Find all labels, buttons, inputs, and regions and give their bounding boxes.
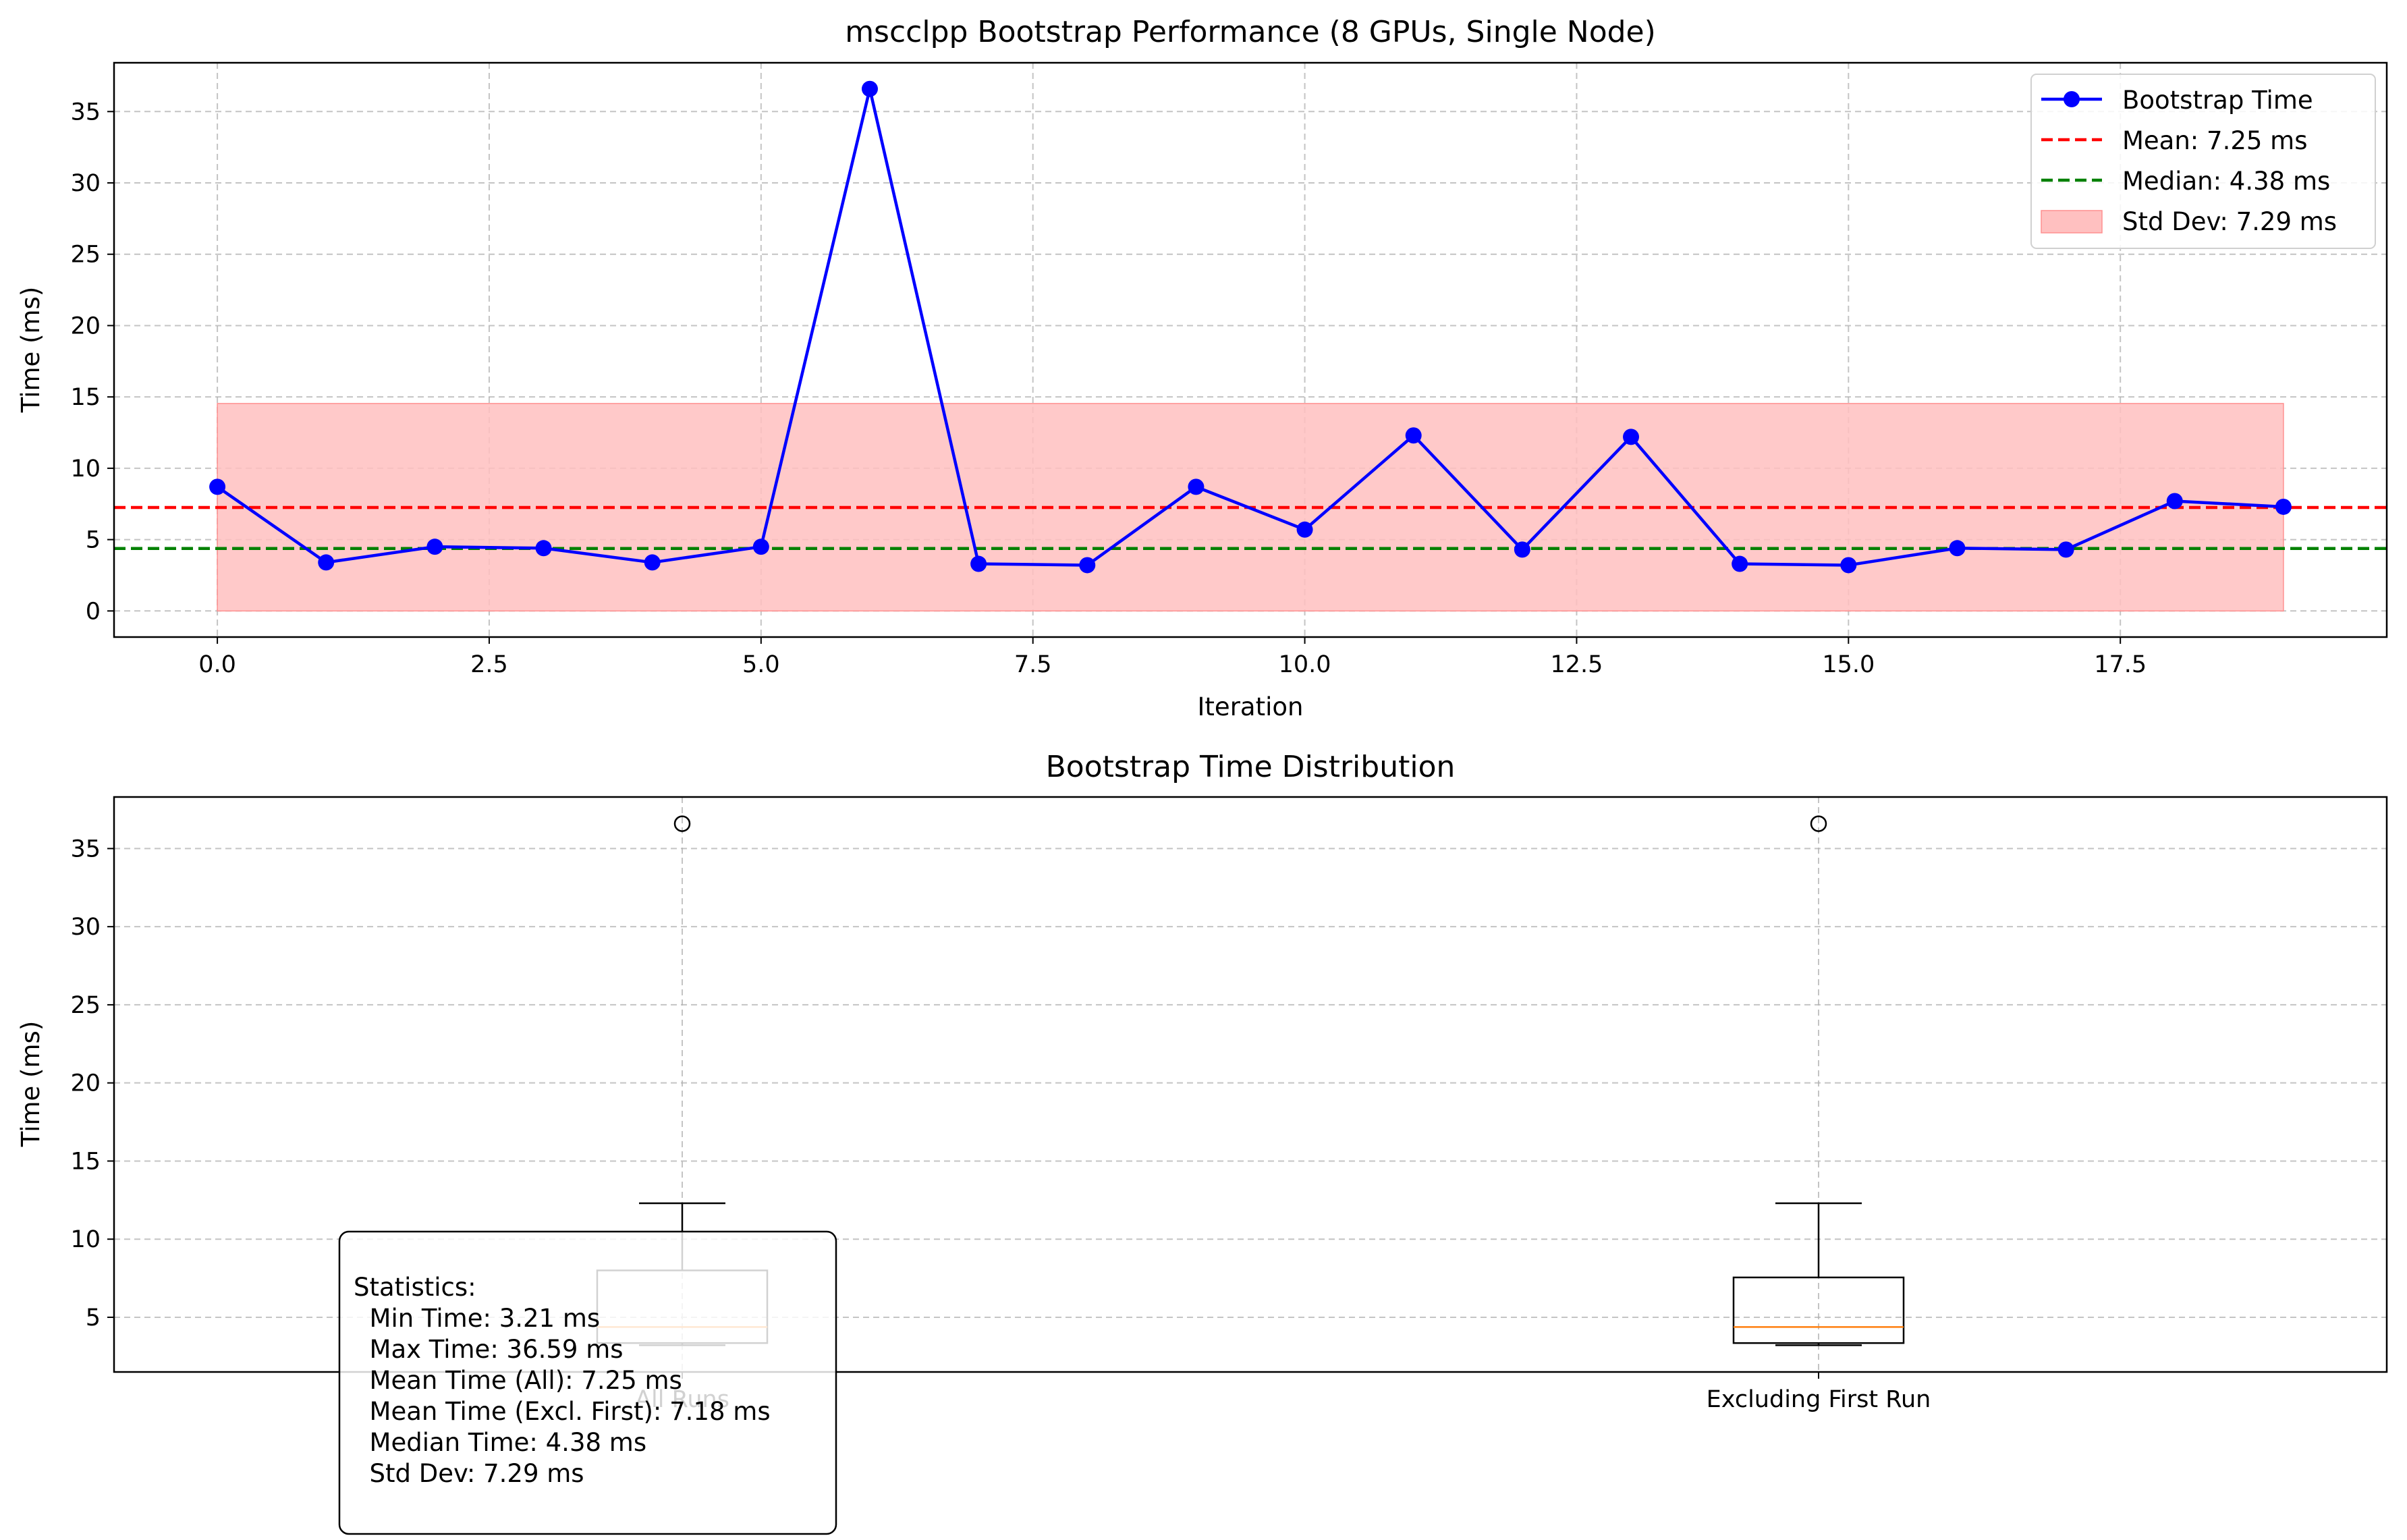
statistics-line: Median Time: 4.38 ms (354, 1428, 646, 1457)
y-tick-label: 35 (70, 99, 101, 126)
legend-frame (2030, 74, 2376, 249)
data-point (1732, 555, 1748, 572)
x-tick-label: 7.5 (1014, 651, 1052, 678)
legend-marker-bootstrap (2064, 91, 2080, 107)
y-tick-label: 10 (70, 1226, 101, 1253)
data-point (861, 80, 878, 97)
data-point (2275, 498, 2292, 515)
x-tick-label: 12.5 (1550, 651, 1603, 678)
data-point (752, 539, 769, 555)
data-point (1079, 557, 1096, 574)
data-point (2057, 541, 2074, 558)
x-tick-label: 10.0 (1279, 651, 1331, 678)
statistics-line: Mean Time (All): 7.25 ms (354, 1366, 682, 1395)
y-tick-label: 20 (70, 1070, 101, 1097)
y-tick-label: 35 (70, 835, 101, 862)
data-point (1405, 427, 1422, 444)
series-bootstrap-time (209, 80, 2292, 574)
statistics-box: Statistics: Min Time: 3.21 ms Max Time: … (338, 1230, 837, 1535)
data-point (318, 554, 335, 571)
y-tick-label: 30 (70, 170, 101, 197)
y-tick-label: 15 (70, 1148, 101, 1175)
y-tick-label: 25 (70, 992, 101, 1019)
box-chart: Bootstrap Time Distribution All RunsExcl… (16, 750, 2388, 1535)
legend: Bootstrap Time Mean: 7.25 ms Median: 4.3… (2030, 74, 2376, 249)
statistics-line: Max Time: 36.59 ms (354, 1335, 624, 1364)
y-tick-label: 15 (70, 384, 101, 411)
data-point (2166, 493, 2183, 510)
y-axis-ticks: 0 5 10 15 20 25 30 35 (70, 99, 114, 625)
statistics-line: Mean Time (Excl. First): 7.18 ms (354, 1397, 771, 1426)
y-tick-label: 5 (86, 527, 101, 554)
data-point (970, 555, 987, 572)
legend-label-bootstrap: Bootstrap Time (2122, 86, 2313, 115)
plot-frame (113, 61, 2388, 638)
y-tick-label: 25 (70, 242, 101, 269)
x-axis-label: Iteration (1198, 692, 1304, 721)
x-axis-ticks: 0.0 2.5 5.0 7.5 10.0 12.5 15.0 17.5 (198, 637, 2147, 678)
y-tick-label: 0 (86, 598, 101, 625)
legend-label-median: Median: 4.38 ms (2122, 167, 2330, 196)
legend-label-mean: Mean: 7.25 ms (2122, 126, 2308, 155)
data-point (209, 478, 226, 495)
box-2 (1732, 815, 1905, 1346)
x-tick-label: Excluding First Run (1707, 1386, 1931, 1413)
statistics-box-frame (338, 1230, 837, 1535)
legend-label-std: Std Dev: 7.29 ms (2122, 207, 2337, 236)
x-tick-label: 17.5 (2094, 651, 2147, 678)
legend-patch-std (2041, 210, 2103, 233)
x-tick-label: 15.0 (1822, 651, 1875, 678)
box-iqr (1732, 1276, 1905, 1344)
data-point (535, 540, 552, 557)
statistics-line: Min Time: 3.21 ms (354, 1304, 600, 1333)
grid (114, 797, 2387, 1372)
data-point (1840, 557, 1857, 574)
data-point (644, 554, 661, 571)
y-axis-label: Time (ms) (16, 1021, 45, 1148)
y-axis-label: Time (ms) (16, 287, 45, 414)
outlier-point (1810, 815, 1827, 832)
x-tick-label: 2.5 (470, 651, 508, 678)
x-tick-label: 5.0 (742, 651, 780, 678)
y-tick-label: 5 (86, 1304, 101, 1331)
data-point (1949, 540, 1966, 557)
x-tick-label: 0.0 (198, 651, 236, 678)
plot-frame (113, 796, 2388, 1373)
y-axis-ticks: 5 10 15 20 25 30 35 (70, 835, 114, 1331)
chart-title: mscclpp Bootstrap Performance (8 GPUs, S… (845, 15, 1656, 49)
series-line (216, 87, 2284, 567)
data-point (1296, 521, 1313, 538)
line-chart: mscclpp Bootstrap Performance (8 GPUs, S… (16, 15, 2388, 721)
statistics-line: Std Dev: 7.29 ms (354, 1459, 584, 1488)
chart-title: Bootstrap Time Distribution (1046, 750, 1456, 784)
y-tick-label: 10 (70, 456, 101, 483)
y-tick-label: 20 (70, 312, 101, 339)
outlier-point (673, 815, 691, 832)
data-point (1514, 541, 1530, 558)
statistics-line: Statistics: (354, 1273, 476, 1302)
data-point (426, 539, 443, 555)
data-point (1188, 478, 1205, 495)
data-point (1623, 429, 1640, 445)
y-tick-label: 30 (70, 914, 101, 941)
